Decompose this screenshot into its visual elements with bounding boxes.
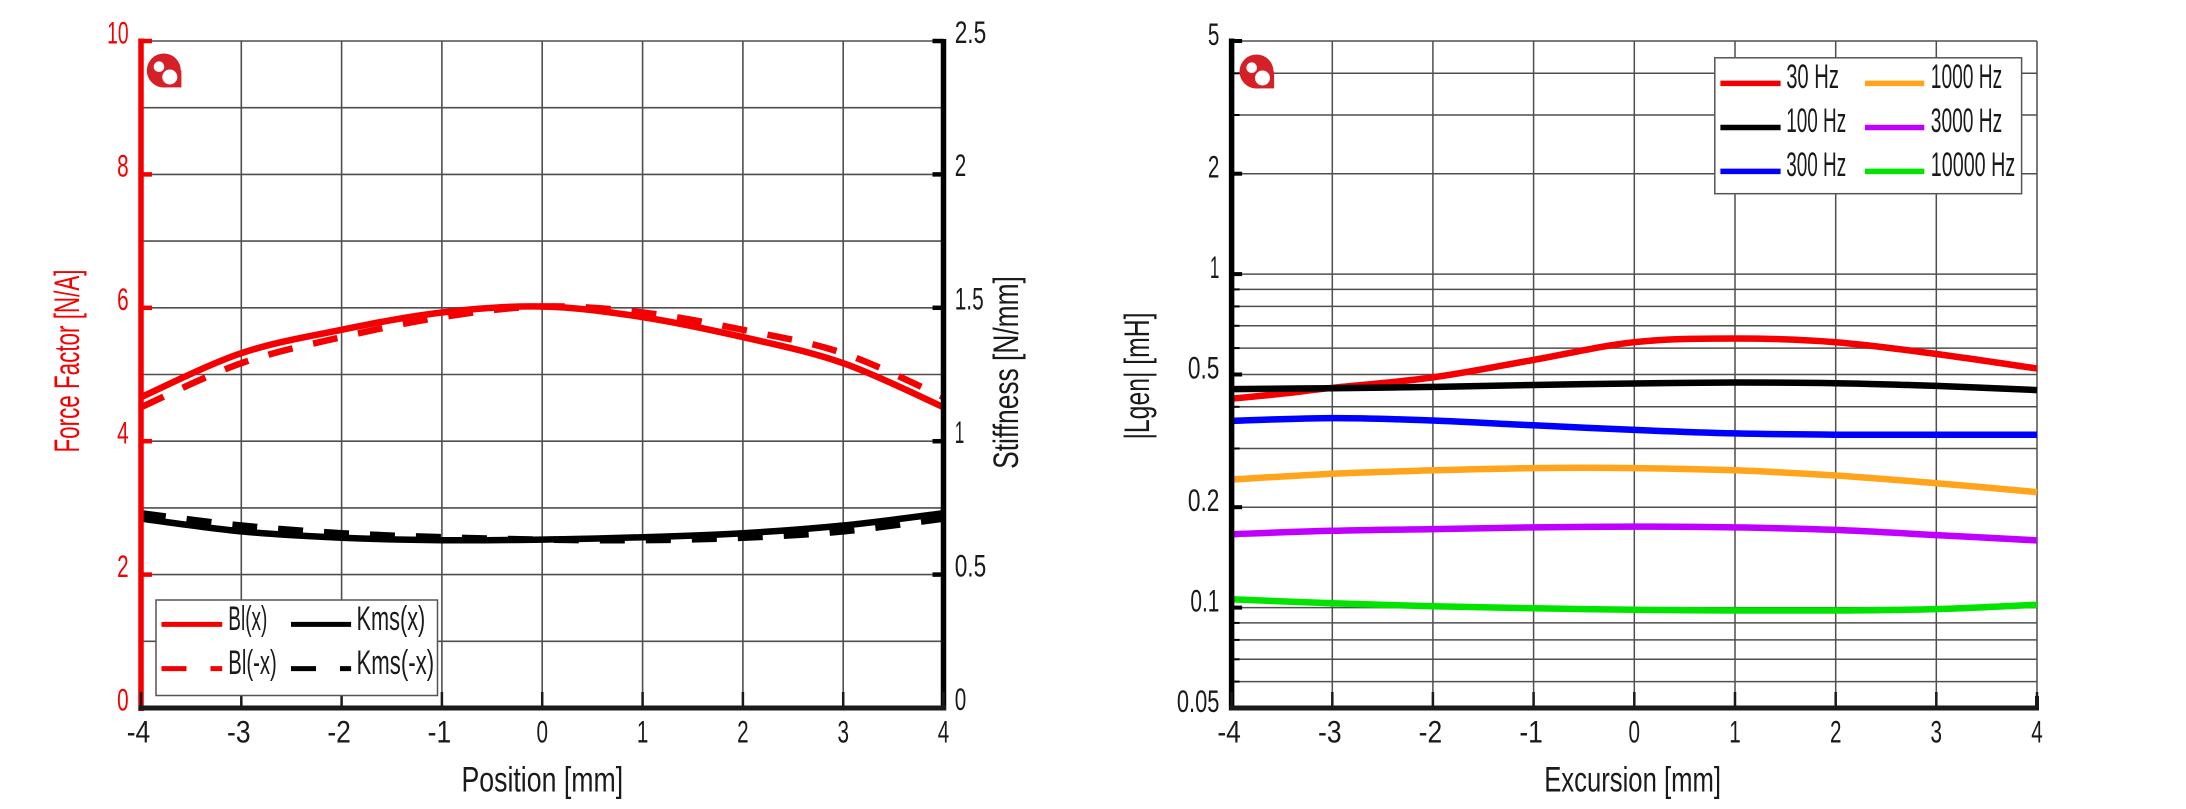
svg-text:4: 4 <box>2031 714 2043 750</box>
svg-text:0: 0 <box>955 681 967 717</box>
svg-text:0: 0 <box>1629 714 1641 750</box>
svg-text:2: 2 <box>117 548 129 584</box>
svg-text:1: 1 <box>1729 714 1741 750</box>
svg-text:6: 6 <box>117 281 129 317</box>
svg-text:1: 1 <box>637 714 649 750</box>
svg-text:2.5: 2.5 <box>955 14 987 50</box>
svg-text:-2: -2 <box>327 714 351 750</box>
svg-text:Kms(-x): Kms(-x) <box>357 644 435 682</box>
svg-text:2: 2 <box>737 714 749 750</box>
svg-text:300 Hz: 300 Hz <box>1786 146 1846 184</box>
svg-text:Bl(-x): Bl(-x) <box>228 644 276 682</box>
svg-text:-1: -1 <box>428 714 452 750</box>
svg-text:10: 10 <box>107 14 129 50</box>
svg-text:0.5: 0.5 <box>955 547 987 583</box>
svg-text:-4: -4 <box>1217 714 1241 750</box>
svg-text:1.5: 1.5 <box>955 281 984 317</box>
svg-text:2: 2 <box>1830 714 1842 750</box>
svg-text:|Lgen| [mH]: |Lgen| [mH] <box>1118 313 1157 440</box>
svg-text:8: 8 <box>117 148 129 184</box>
svg-text:3: 3 <box>837 714 849 750</box>
svg-text:1000 Hz: 1000 Hz <box>1931 58 2002 96</box>
svg-text:100 Hz: 100 Hz <box>1786 102 1846 140</box>
svg-text:-1: -1 <box>1519 714 1543 750</box>
svg-text:-3: -3 <box>1318 714 1342 750</box>
svg-text:4: 4 <box>938 714 950 750</box>
svg-text:2: 2 <box>955 147 967 183</box>
svg-text:3: 3 <box>1931 714 1943 750</box>
svg-text:0.05: 0.05 <box>1177 683 1220 719</box>
svg-text:Stiffness [N/mm]: Stiffness [N/mm] <box>987 276 1026 469</box>
svg-text:30 Hz: 30 Hz <box>1786 58 1839 96</box>
svg-text:Excursion [mm]: Excursion [mm] <box>1544 760 1721 799</box>
svg-text:-2: -2 <box>1419 714 1443 750</box>
svg-text:4: 4 <box>117 415 129 451</box>
svg-text:0.2: 0.2 <box>1188 482 1220 518</box>
svg-text:Position [mm]: Position [mm] <box>461 760 623 799</box>
svg-text:3000 Hz: 3000 Hz <box>1931 102 2002 140</box>
svg-text:1: 1 <box>955 414 965 450</box>
svg-text:Kms(x): Kms(x) <box>357 600 426 638</box>
svg-text:10000 Hz: 10000 Hz <box>1931 146 2015 184</box>
svg-text:0: 0 <box>536 714 548 750</box>
svg-text:0.5: 0.5 <box>1188 349 1220 385</box>
svg-text:0.1: 0.1 <box>1190 582 1219 618</box>
svg-text:5: 5 <box>1208 16 1220 52</box>
svg-text:0: 0 <box>117 681 129 717</box>
svg-text:Bl(x): Bl(x) <box>228 600 267 638</box>
svg-text:Force Factor [N/A]: Force Factor [N/A] <box>48 270 87 453</box>
svg-text:2: 2 <box>1208 149 1220 185</box>
svg-text:1: 1 <box>1210 249 1220 285</box>
svg-text:-3: -3 <box>227 714 251 750</box>
svg-text:-4: -4 <box>127 714 151 750</box>
